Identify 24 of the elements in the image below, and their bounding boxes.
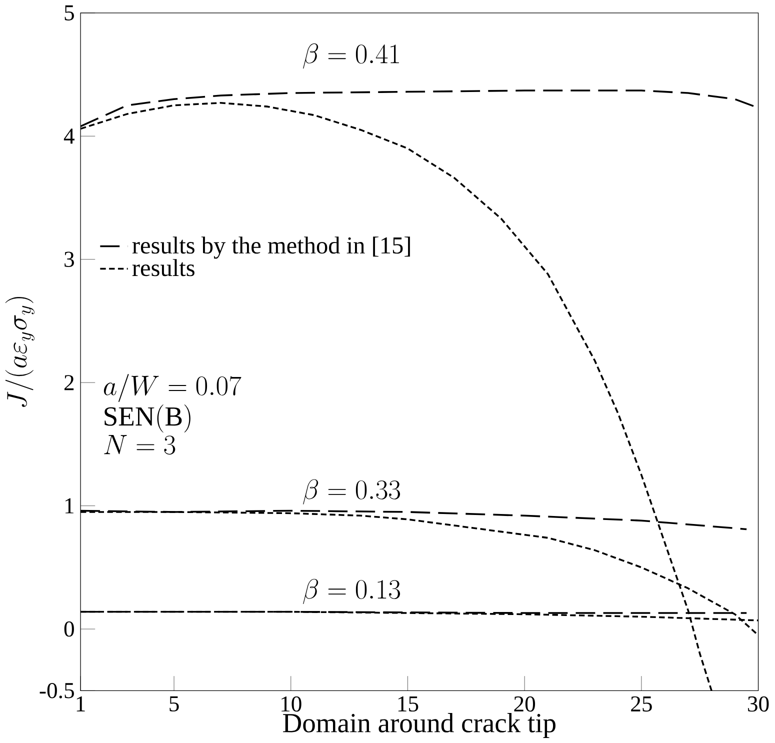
annotation: $\beta = 0.33$: [303, 479, 400, 504]
y-tick-label: 1: [65, 498, 74, 514]
x-tick-label: 30: [748, 696, 769, 712]
y-tick-label: 2: [64, 374, 74, 390]
y-tick-label: 0: [64, 621, 74, 636]
annotation: $\mathrm{SEN(B)}$: [104, 404, 190, 432]
y-tick-label: -0.5: [40, 682, 74, 698]
legend-label: results by the method in [15]: [132, 236, 410, 258]
y-axis-title: $J/(a\varepsilon_y\sigma_y)$: [5, 296, 34, 407]
x-tick-label: 10: [282, 696, 302, 712]
x-tick-label: 20: [514, 696, 536, 712]
y-tick-label: 3: [64, 252, 74, 267]
x-tick-label: 5: [170, 696, 179, 712]
x-tick-label: 1: [76, 696, 85, 712]
y-tick-label: 5: [64, 5, 74, 20]
annotation: $\beta = 0.41$: [303, 43, 399, 68]
y-tick-label: 4: [64, 128, 74, 144]
annotation: $a/W = 0.07$: [104, 374, 242, 402]
annotation: $N = 3$: [104, 434, 176, 454]
annotation: $\beta = 0.13$: [303, 578, 400, 604]
x-axis-title: Domain around crack tip: [283, 712, 556, 738]
legend-label: results: [132, 258, 194, 276]
x-tick-label: 15: [398, 696, 418, 712]
x-tick-label: 25: [631, 696, 652, 712]
